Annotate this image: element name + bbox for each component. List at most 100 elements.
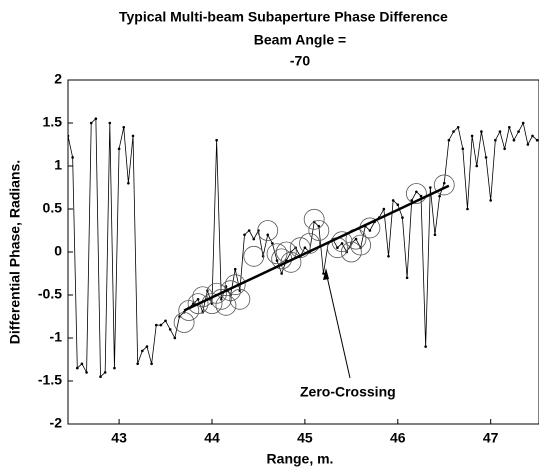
data-point xyxy=(173,336,177,340)
data-point xyxy=(466,207,469,211)
marker-circle xyxy=(173,312,195,333)
data-point xyxy=(159,323,163,327)
y-axis-label: Differential Phase, Radians. xyxy=(7,160,23,344)
data-point xyxy=(113,366,116,370)
data-point xyxy=(266,233,270,237)
data-point xyxy=(68,134,70,138)
data-point xyxy=(136,362,139,366)
y-tick-label: 2 xyxy=(54,71,62,87)
data-point xyxy=(452,130,455,133)
data-point xyxy=(396,203,400,206)
data-point xyxy=(85,371,88,374)
data-point xyxy=(442,181,446,185)
data-point xyxy=(521,121,525,125)
data-point xyxy=(517,130,520,133)
x-tick-label: 47 xyxy=(483,430,499,446)
chart-title: Typical Multi-beam Subaperture Phase Dif… xyxy=(119,9,448,25)
data-point xyxy=(215,138,218,142)
data-point xyxy=(196,298,200,301)
data-point xyxy=(122,126,126,129)
y-tick-label: 0 xyxy=(54,243,62,259)
annotation-arrowhead xyxy=(323,268,329,280)
data-point xyxy=(526,143,530,146)
data-point xyxy=(243,233,246,237)
data-point xyxy=(154,323,158,327)
data-point xyxy=(127,181,130,185)
data-point xyxy=(387,254,390,258)
data-point xyxy=(303,246,307,249)
chart-subtitle: -70 xyxy=(290,53,310,69)
annotation-arrow xyxy=(325,271,351,379)
data-point xyxy=(507,126,511,129)
data-point xyxy=(512,138,516,142)
marker-circle xyxy=(187,293,209,315)
data-point xyxy=(168,328,172,331)
data-point xyxy=(415,190,418,194)
data-point xyxy=(480,130,483,133)
data-point xyxy=(447,138,451,142)
data-point xyxy=(150,362,153,366)
y-tick-label: 1.5 xyxy=(43,114,63,130)
data-line xyxy=(68,117,538,378)
annotation: Zero-Crossing xyxy=(300,384,396,400)
data-point xyxy=(531,134,534,138)
data-point xyxy=(271,242,274,245)
data-point xyxy=(391,199,395,202)
data-point xyxy=(498,130,502,133)
marker-circle xyxy=(229,288,251,310)
data-point xyxy=(131,134,135,138)
data-point xyxy=(247,229,251,232)
data-point xyxy=(108,121,112,125)
marker-circle xyxy=(303,208,325,230)
data-point xyxy=(456,126,460,129)
data-point xyxy=(317,224,321,228)
data-point xyxy=(368,229,372,232)
x-tick-label: 43 xyxy=(111,430,127,446)
marker-circle xyxy=(257,220,279,241)
y-tick-label: -2 xyxy=(50,415,63,431)
x-tick-label: 44 xyxy=(204,430,220,446)
data-point xyxy=(75,366,79,370)
x-tick-label: 46 xyxy=(390,430,406,446)
data-point xyxy=(401,216,404,219)
data-point xyxy=(382,207,386,211)
marker-circle xyxy=(215,294,237,316)
data-point xyxy=(535,138,539,142)
data-point xyxy=(438,194,441,198)
data-point xyxy=(503,147,506,151)
data-point xyxy=(433,233,437,237)
data-point xyxy=(99,375,102,379)
plot-frame xyxy=(67,79,539,425)
data-point xyxy=(419,194,423,198)
data-point xyxy=(275,259,279,262)
marker-circle xyxy=(405,183,427,204)
chart-subtitle: Beam Angle = xyxy=(254,32,346,48)
data-point xyxy=(494,138,497,142)
x-tick-label: 45 xyxy=(297,430,313,446)
marker-circle xyxy=(243,245,265,267)
data-point xyxy=(103,371,107,374)
marker-circle xyxy=(308,220,330,241)
data-point xyxy=(71,156,74,159)
marker-circle xyxy=(433,174,455,196)
data-point xyxy=(117,147,121,151)
data-point xyxy=(354,237,358,241)
fit-line xyxy=(183,184,450,312)
marker-circle xyxy=(201,293,223,315)
y-tick-label: -1.5 xyxy=(38,372,62,388)
data-point xyxy=(424,345,427,348)
plot-area xyxy=(68,117,539,379)
data-point xyxy=(192,302,195,305)
marker-circle xyxy=(220,280,241,302)
data-point xyxy=(89,121,93,125)
data-point xyxy=(405,276,409,280)
x-axis-label: Range, m. xyxy=(267,451,334,467)
marker-circle xyxy=(350,234,372,256)
data-point xyxy=(484,156,488,159)
data-point xyxy=(410,199,414,202)
data-point xyxy=(141,349,144,353)
data-point xyxy=(340,242,344,245)
marker-circle xyxy=(210,288,232,310)
y-tick-label: 0.5 xyxy=(43,200,63,216)
